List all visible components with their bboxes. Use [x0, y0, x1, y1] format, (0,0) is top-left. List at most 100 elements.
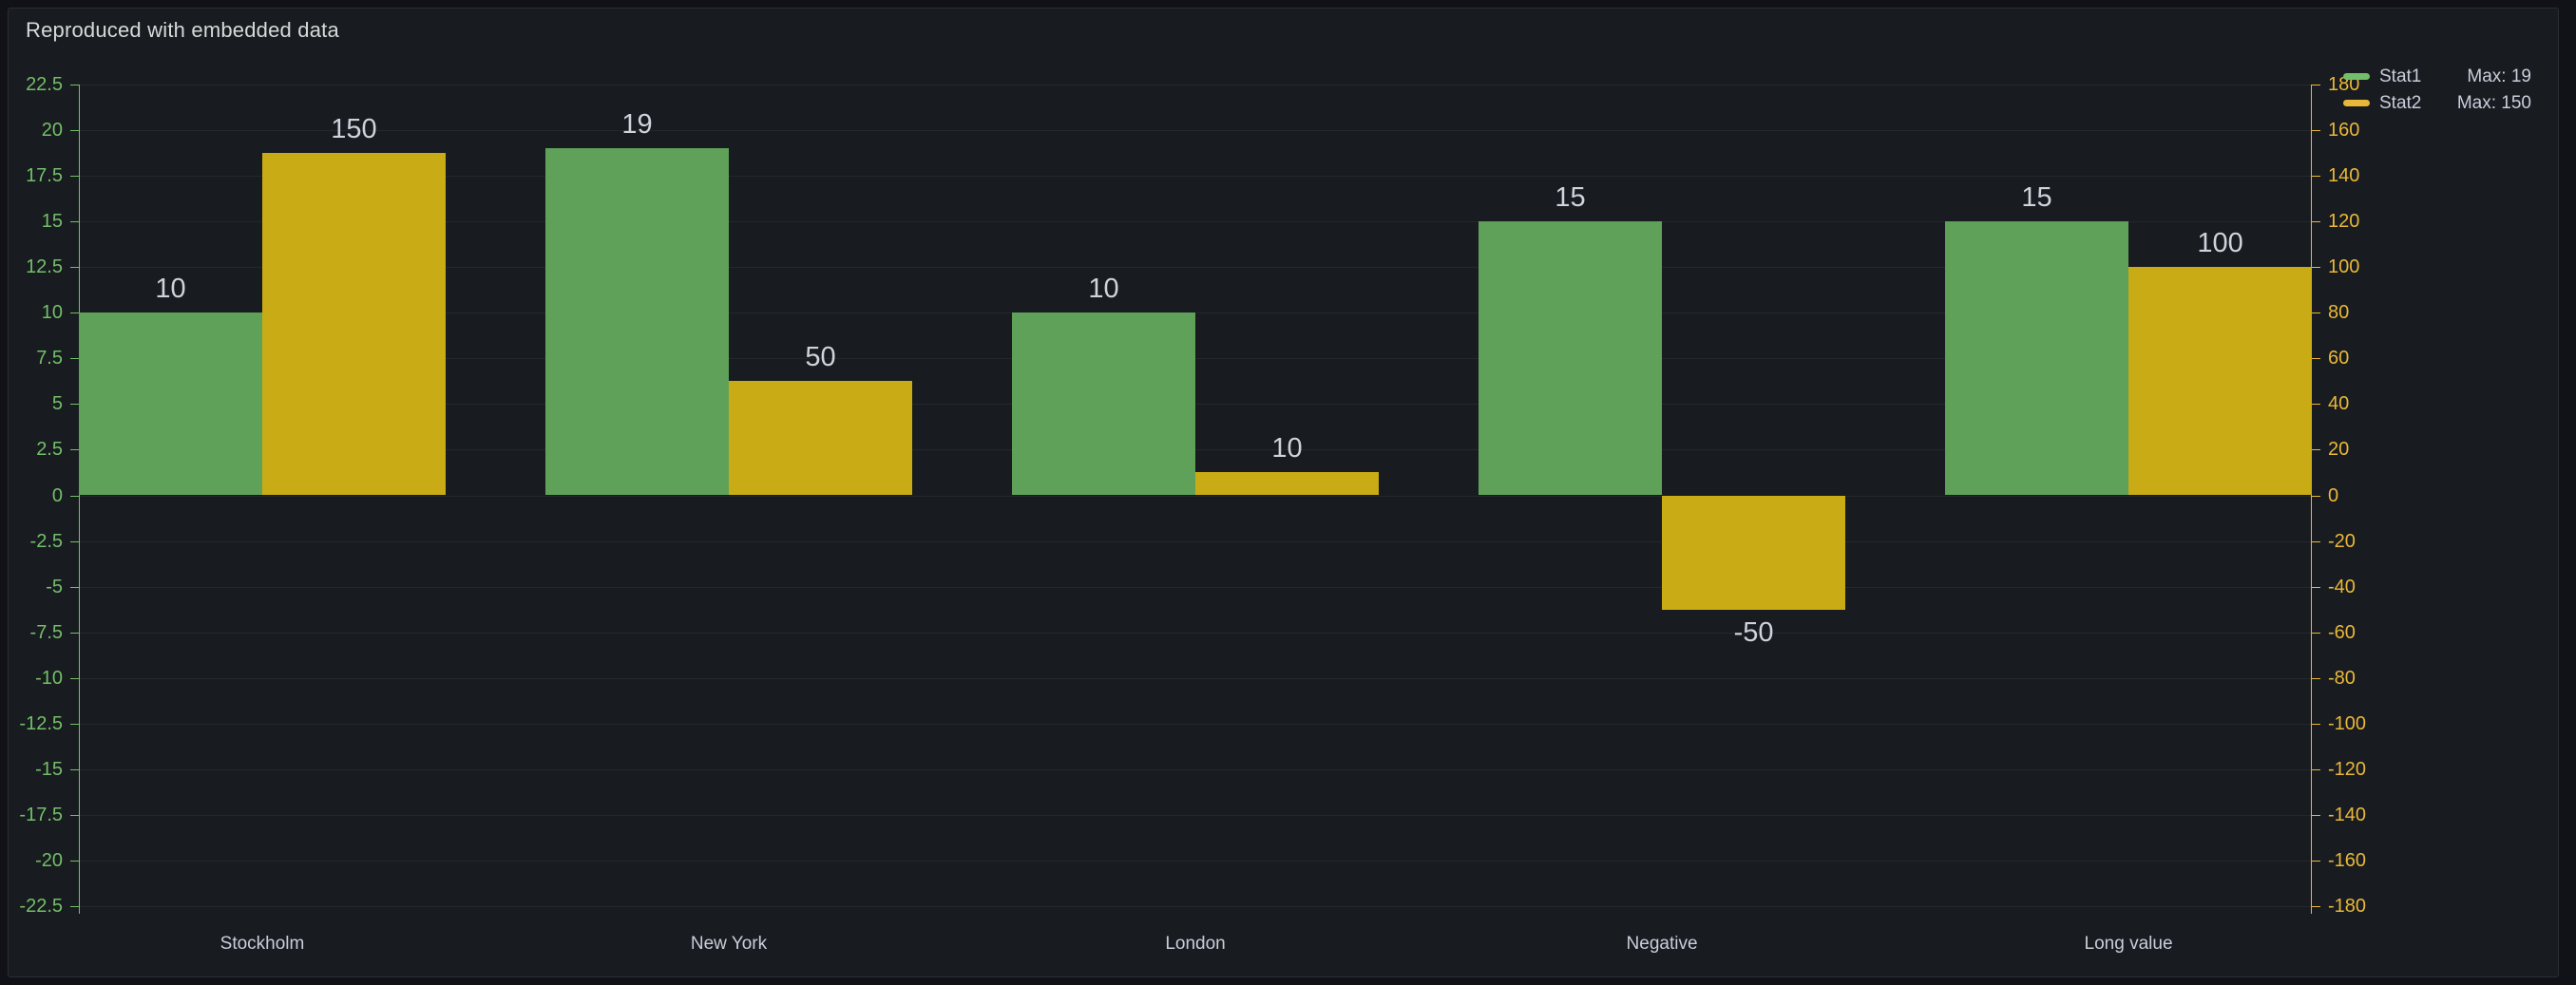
bar-stat2-stockholm[interactable]: [262, 153, 446, 496]
right-axis-tick: [2312, 768, 2320, 770]
left-axis-tick-label: -2.5: [29, 530, 63, 552]
left-axis-tick: [70, 632, 79, 634]
right-axis-tick-label: -80: [2328, 667, 2356, 689]
right-axis-tick-label: -140: [2328, 804, 2367, 825]
bar-value-label-stat1-london: 10: [1088, 274, 1119, 305]
bar-value-label-stat2-london: 10: [1271, 433, 1303, 464]
left-axis-tick: [70, 267, 79, 269]
left-axis-tick: [70, 404, 79, 406]
left-axis-tick: [70, 860, 79, 862]
right-axis-tick: [2312, 586, 2320, 588]
gridline: [79, 860, 2312, 862]
left-axis-tick: [70, 358, 79, 360]
legend-series-max-value: Max: 150: [2456, 93, 2531, 113]
bar-stat2-london[interactable]: [1195, 472, 1380, 496]
legend-series-name: Stat1: [2379, 66, 2422, 86]
bar-stat2-new-york[interactable]: [729, 381, 912, 496]
right-axis-tick-label: -120: [2328, 758, 2367, 780]
left-axis-tick: [70, 723, 79, 725]
right-axis-tick-label: 100: [2328, 256, 2360, 278]
x-axis-label-new-york: New York: [690, 934, 768, 954]
panel-header: Reproduced with embedded data: [9, 9, 2558, 52]
bar-value-label-stat1-long-value: 15: [2021, 182, 2052, 214]
bar-stat1-negative[interactable]: [1479, 221, 1663, 496]
right-axis-tick-label: -180: [2328, 896, 2367, 917]
left-axis-tick: [70, 495, 79, 497]
right-axis-tick-label: 120: [2328, 211, 2360, 233]
left-axis-tick-label: 17.5: [26, 165, 63, 187]
gridline: [79, 632, 2312, 634]
left-axis-tick-label: -20: [35, 849, 63, 871]
left-axis-tick-label: 7.5: [36, 348, 63, 369]
bar-value-label-stat2-long-value: 100: [2197, 228, 2243, 259]
right-axis-tick: [2312, 677, 2320, 679]
right-axis-tick: [2312, 404, 2320, 406]
gridline: [79, 130, 2312, 132]
legend-swatch-stat1-icon: [2343, 73, 2370, 80]
right-axis-tick: [2312, 449, 2320, 451]
right-axis-tick: [2312, 130, 2320, 132]
legend-series-name: Stat2: [2379, 93, 2422, 113]
bar-value-label-stat2-new-york: 50: [805, 342, 836, 373]
bar-stat1-new-york[interactable]: [545, 148, 729, 496]
panel-title[interactable]: Reproduced with embedded data: [26, 18, 339, 42]
right-axis-tick: [2312, 495, 2320, 497]
left-axis-tick-label: -5: [46, 576, 63, 597]
right-axis-tick: [2312, 540, 2320, 542]
bar-value-label-stat1-negative: 15: [1555, 182, 1586, 214]
gridline: [79, 495, 2312, 497]
gridline: [79, 723, 2312, 725]
x-axis-label-london: London: [1165, 934, 1226, 954]
bar-value-label-stat1-new-york: 19: [621, 109, 653, 141]
left-axis-tick-label: -17.5: [19, 804, 63, 825]
right-axis-tick: [2312, 267, 2320, 269]
bar-stat1-london[interactable]: [1012, 313, 1196, 496]
legend-item-stat1[interactable]: Stat1 Max: 19: [2343, 67, 2531, 85]
right-axis-tick: [2312, 723, 2320, 725]
left-axis-tick-label: -10: [35, 667, 63, 689]
right-axis-tick-label: 80: [2328, 302, 2350, 324]
left-axis-tick: [70, 814, 79, 816]
left-axis-tick: [70, 540, 79, 542]
bar-stat1-stockholm[interactable]: [79, 313, 262, 496]
x-axis-label-negative: Negative: [1626, 934, 1698, 954]
right-axis-tick-label: -20: [2328, 530, 2356, 552]
left-axis-tick-label: -15: [35, 758, 63, 780]
right-axis-tick: [2312, 906, 2320, 907]
bar-stat2-negative[interactable]: [1662, 495, 1846, 610]
right-axis-line: [2311, 85, 2312, 914]
bar-stat2-long-value[interactable]: [2128, 267, 2313, 496]
right-axis-tick-label: -160: [2328, 849, 2367, 871]
gridline: [79, 906, 2312, 907]
right-axis-tick-label: 160: [2328, 120, 2360, 142]
legend: Stat1 Max: 19 Stat2 Max: 150: [2343, 67, 2531, 112]
left-axis-tick: [70, 906, 79, 907]
left-axis-tick: [70, 176, 79, 178]
gridline: [79, 768, 2312, 770]
right-axis-tick-label: 60: [2328, 348, 2350, 369]
bar-value-label-stat1-stockholm: 10: [155, 274, 186, 305]
legend-item-stat2[interactable]: Stat2 Max: 150: [2343, 94, 2531, 112]
gridline: [79, 540, 2312, 542]
left-axis-tick: [70, 130, 79, 132]
right-axis-tick-label: -60: [2328, 621, 2356, 643]
left-axis-tick: [70, 221, 79, 223]
bar-stat1-long-value[interactable]: [1945, 221, 2129, 496]
right-axis-tick-label: 180: [2328, 74, 2360, 95]
left-axis-tick-label: 0: [51, 484, 63, 506]
left-axis-tick-label: 12.5: [26, 256, 63, 278]
left-axis-tick: [70, 586, 79, 588]
right-axis-tick: [2312, 176, 2320, 178]
chart-panel: Reproduced with embedded data 22.5 20 17.5…: [8, 8, 2559, 977]
gridline: [79, 586, 2312, 588]
gridline: [79, 814, 2312, 816]
right-axis-tick: [2312, 358, 2320, 360]
left-axis-line: [79, 85, 80, 914]
right-axis-tick-label: 40: [2328, 393, 2350, 415]
right-axis-tick: [2312, 632, 2320, 634]
left-axis-tick-label: 10: [41, 302, 63, 324]
left-axis-tick: [70, 677, 79, 679]
left-axis-tick-label: -12.5: [19, 712, 63, 734]
right-axis-tick: [2312, 860, 2320, 862]
right-axis-tick-label: -40: [2328, 576, 2356, 597]
